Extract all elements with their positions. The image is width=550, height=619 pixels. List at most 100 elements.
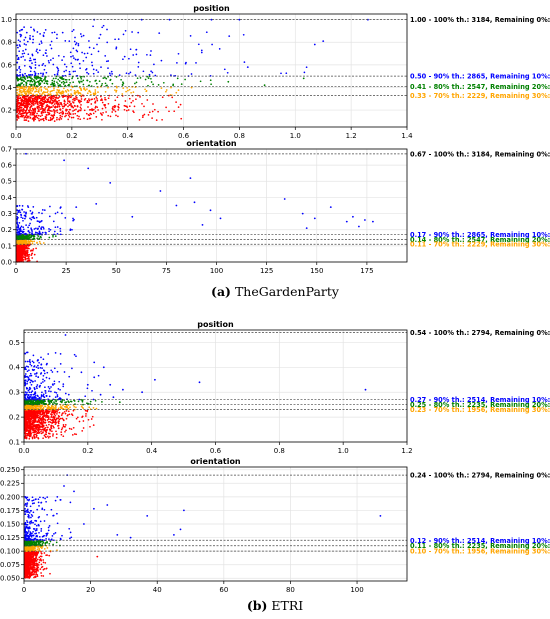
data-point-blue xyxy=(31,74,34,76)
data-point-green xyxy=(49,400,52,403)
data-point-blue xyxy=(29,375,31,377)
data-point-red xyxy=(52,411,55,414)
data-point-blue xyxy=(38,49,41,52)
data-point-blue xyxy=(72,217,74,220)
data-point-blue xyxy=(29,217,31,220)
data-point-red xyxy=(44,111,47,113)
data-point-red xyxy=(107,97,110,100)
data-point-blue xyxy=(22,219,24,222)
data-point-red xyxy=(35,114,38,117)
data-point-orange xyxy=(16,89,19,91)
data-point-red xyxy=(87,418,90,421)
data-point-red xyxy=(19,96,22,99)
data-point-orange xyxy=(17,86,19,89)
data-point-red xyxy=(38,419,40,422)
data-point-blue xyxy=(329,206,332,209)
data-point-blue xyxy=(50,369,53,372)
data-point-blue xyxy=(107,60,110,62)
data-point-red xyxy=(74,99,76,101)
data-point-red xyxy=(33,253,36,256)
data-point-blue xyxy=(19,227,22,230)
data-point-blue xyxy=(16,74,19,76)
data-point-red xyxy=(52,435,54,437)
data-point-red xyxy=(81,416,83,418)
data-point-blue xyxy=(30,364,33,367)
data-point-blue xyxy=(35,227,37,230)
data-point-orange xyxy=(77,90,79,92)
data-point-red xyxy=(53,418,56,420)
data-point-red xyxy=(16,259,19,261)
data-point-blue xyxy=(54,391,56,394)
data-point-blue xyxy=(92,47,95,50)
data-point-green xyxy=(67,400,69,402)
data-point-red xyxy=(17,257,20,259)
data-point-blue xyxy=(44,64,47,67)
data-point-red xyxy=(49,429,51,432)
data-point-red xyxy=(71,105,74,108)
data-point-blue xyxy=(86,71,88,74)
data-point-red xyxy=(96,106,99,109)
data-point-red xyxy=(67,410,70,413)
data-point-red xyxy=(39,419,42,421)
data-point-red xyxy=(76,105,79,107)
data-point-blue xyxy=(48,395,51,398)
data-point-red xyxy=(80,98,83,100)
data-point-red xyxy=(141,102,143,105)
data-point-green xyxy=(152,83,154,86)
data-point-green xyxy=(98,80,101,82)
data-point-green xyxy=(76,77,79,80)
data-point-blue xyxy=(18,209,21,212)
data-point-green xyxy=(199,80,202,83)
data-point-red xyxy=(40,413,43,416)
data-point-blue xyxy=(135,48,138,51)
data-point-orange xyxy=(126,86,128,89)
data-point-blue xyxy=(68,40,71,42)
data-point-blue xyxy=(72,29,75,31)
data-point-orange xyxy=(44,88,47,90)
data-point-blue xyxy=(40,40,43,43)
data-point-blue xyxy=(34,58,37,61)
data-point-red xyxy=(64,112,67,115)
data-point-green xyxy=(58,80,61,82)
data-point-blue xyxy=(57,388,60,390)
data-point-red xyxy=(56,100,59,103)
data-point-red xyxy=(68,427,71,430)
data-point-red xyxy=(63,410,66,413)
x-tick-label: 20 xyxy=(86,586,95,594)
data-point-blue xyxy=(25,211,27,214)
data-point-blue xyxy=(72,55,74,57)
data-point-red xyxy=(31,257,34,259)
data-point-red xyxy=(40,101,42,104)
data-point-red xyxy=(46,103,49,106)
data-point-blue xyxy=(53,31,56,34)
data-point-red xyxy=(34,118,37,121)
data-point-green xyxy=(25,235,27,238)
data-point-red xyxy=(25,109,28,112)
data-point-green xyxy=(60,78,63,80)
data-point-red xyxy=(44,433,47,436)
data-point-red xyxy=(99,112,102,115)
data-point-red xyxy=(63,100,66,103)
data-point-orange xyxy=(62,404,64,407)
data-point-red xyxy=(20,100,23,103)
data-point-red xyxy=(70,116,73,119)
data-point-red xyxy=(27,120,30,122)
data-point-green xyxy=(57,78,60,81)
data-point-orange xyxy=(175,91,178,94)
data-point-red xyxy=(55,100,57,103)
data-point-orange xyxy=(94,92,97,95)
data-point-red xyxy=(104,96,106,99)
data-point-green xyxy=(79,76,82,78)
data-point-red xyxy=(35,436,38,438)
data-point-red xyxy=(54,423,57,425)
data-point-red xyxy=(152,103,154,105)
data-point-red xyxy=(48,554,51,557)
data-point-red xyxy=(38,119,41,122)
data-point-blue xyxy=(34,396,37,399)
data-point-red xyxy=(23,119,26,121)
data-point-orange xyxy=(115,89,118,92)
data-point-blue xyxy=(43,370,46,372)
data-point-green xyxy=(39,401,42,404)
data-point-red xyxy=(43,427,46,430)
data-point-blue xyxy=(37,227,39,230)
